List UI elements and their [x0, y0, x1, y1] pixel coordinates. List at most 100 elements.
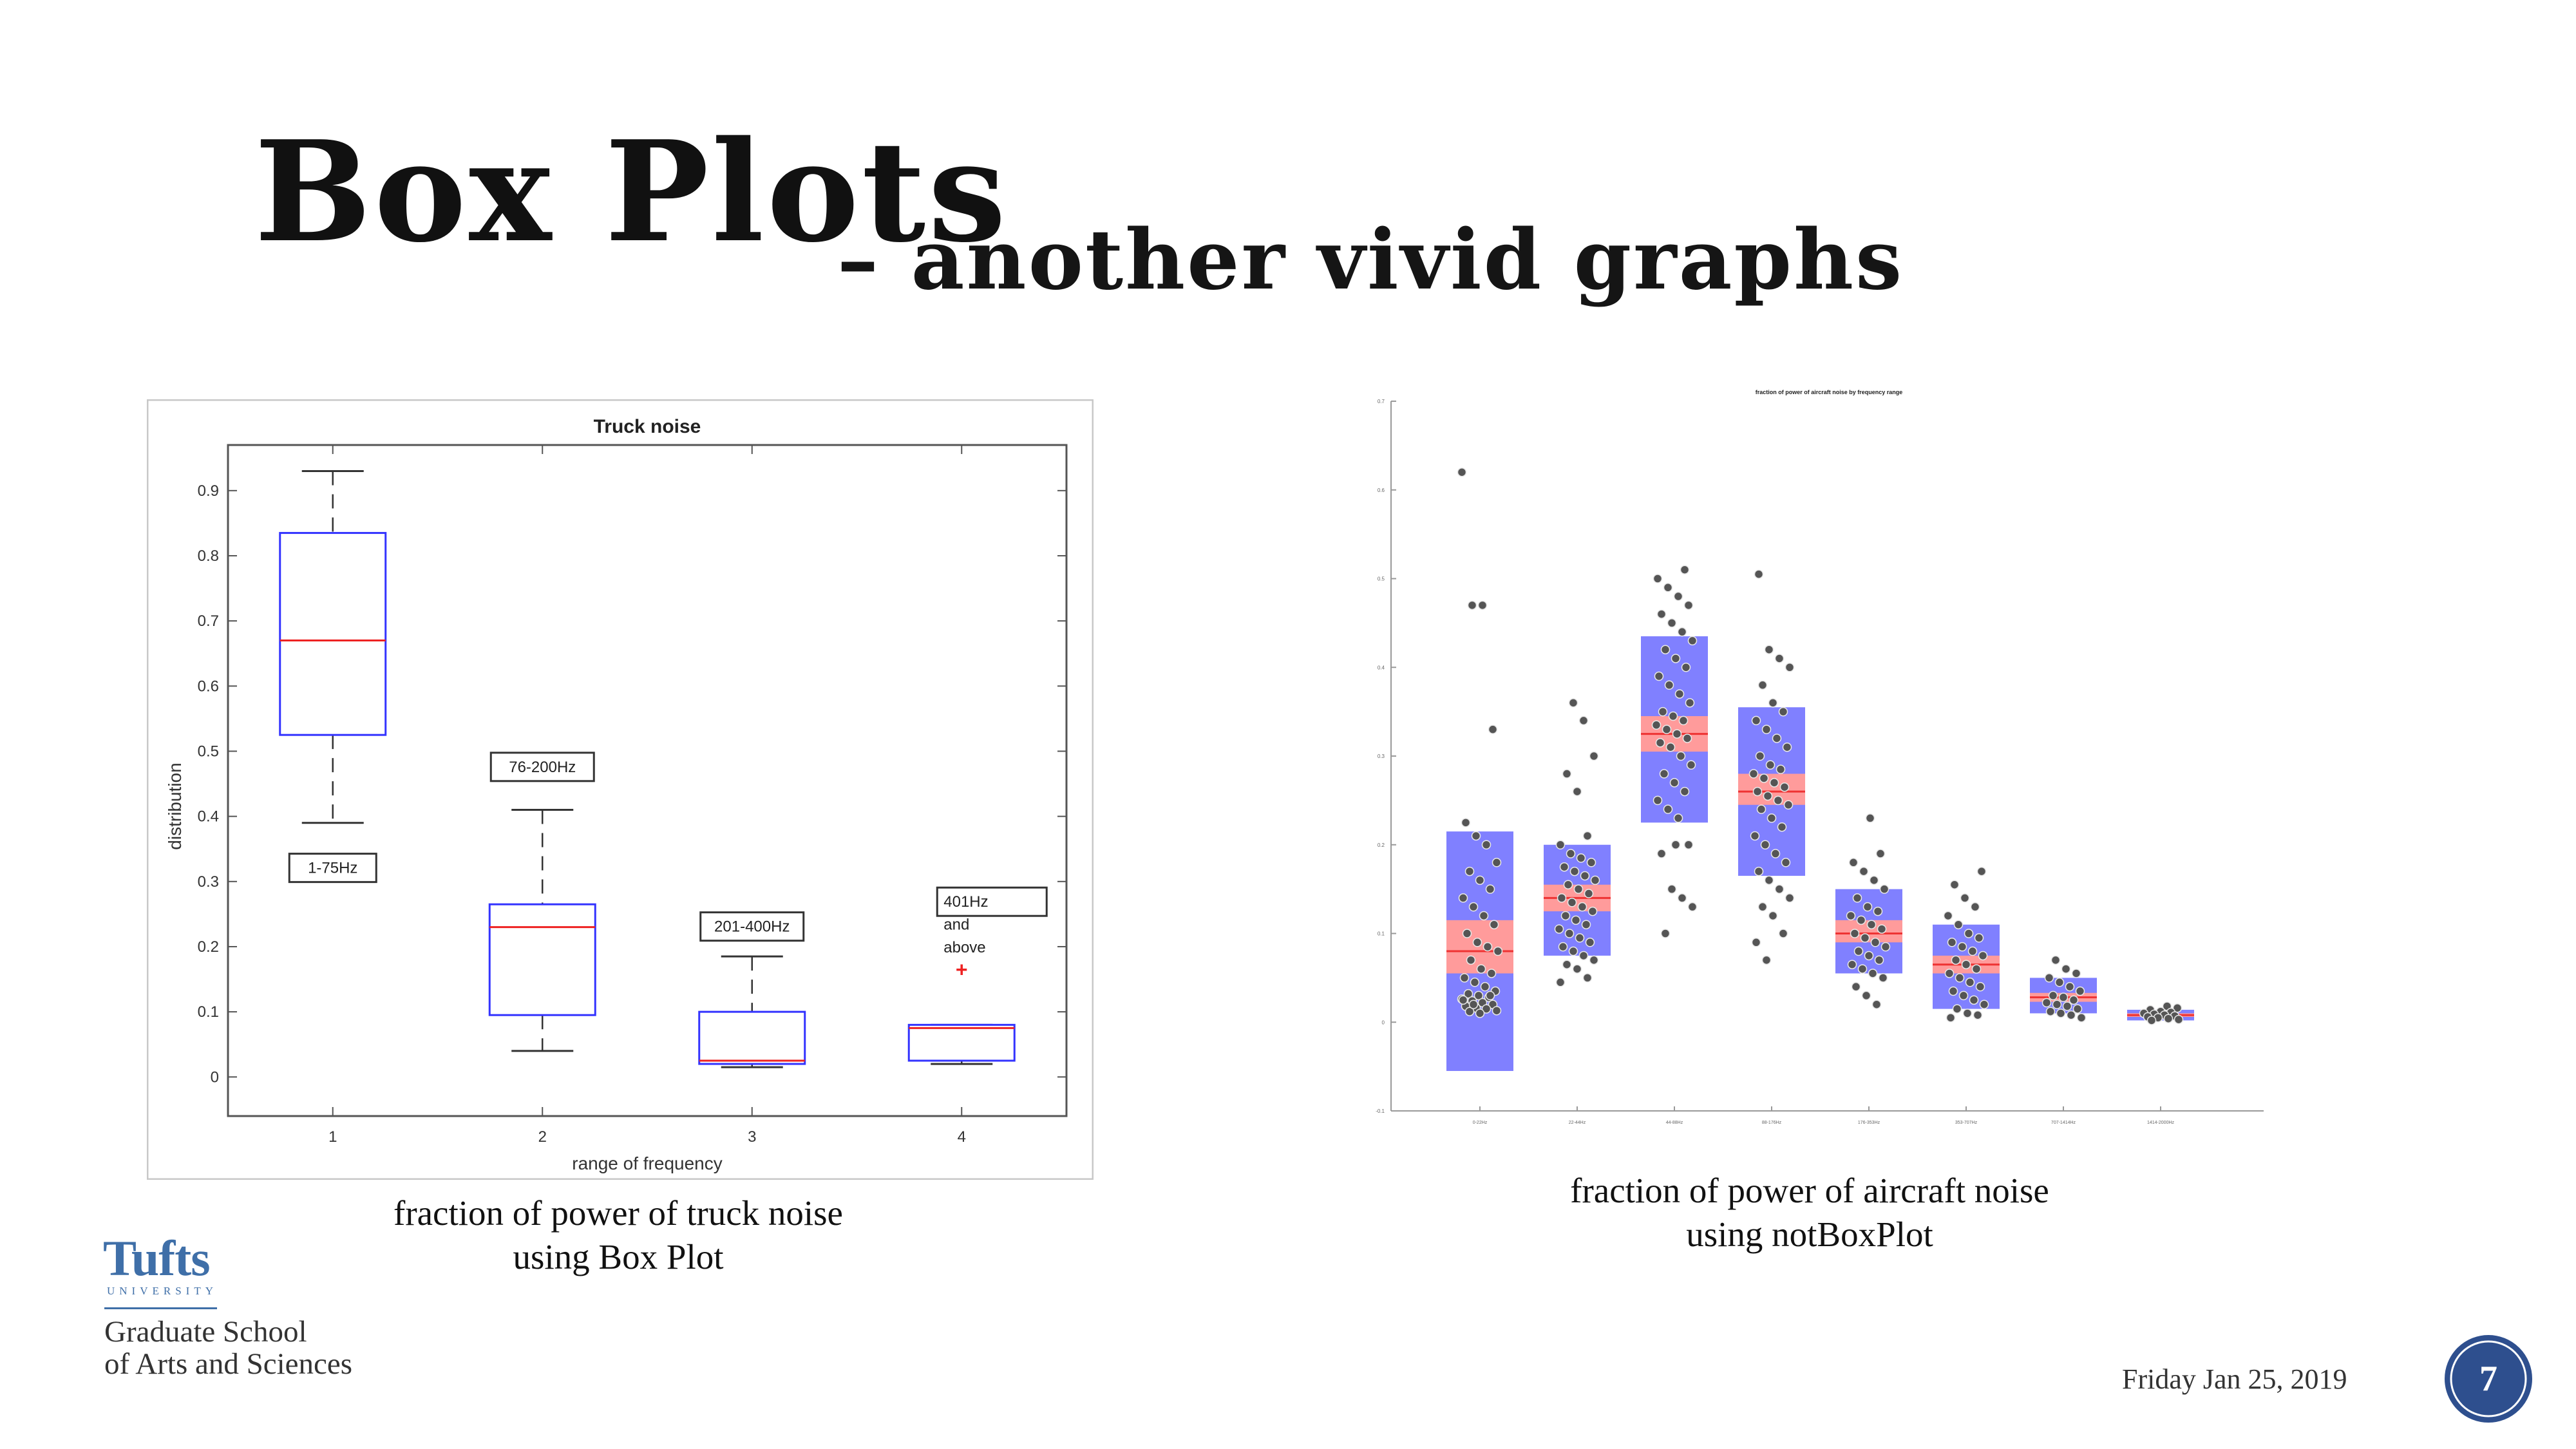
data-point	[1677, 627, 1687, 637]
data-point	[1783, 800, 1794, 810]
data-point	[1764, 875, 1774, 886]
data-point	[1458, 995, 1468, 1005]
data-point	[1777, 822, 1787, 832]
data-point	[1481, 840, 1492, 849]
data-point	[1773, 795, 1783, 806]
x-tick-label: 707-1414Hz	[2051, 1121, 2076, 1125]
data-point	[1590, 875, 1600, 886]
data-point	[1668, 711, 1678, 721]
data-point	[1671, 654, 1681, 663]
data-point	[2050, 955, 2061, 965]
data-point	[1765, 760, 1776, 770]
data-point	[1848, 858, 1859, 867]
footer-date: Friday Jan 25, 2019	[2122, 1363, 2347, 1395]
y-tick-label: 0.6	[1378, 488, 1385, 493]
data-point	[1754, 866, 1764, 876]
data-point	[2062, 1001, 2072, 1011]
data-point	[1680, 565, 1690, 574]
y-tick-label: 0.6	[198, 677, 219, 695]
data-point	[1958, 990, 1969, 1001]
page-number: 7	[2479, 1359, 2497, 1399]
data-point	[1971, 964, 1982, 974]
data-point	[1464, 1007, 1475, 1016]
data-point	[1685, 698, 1695, 708]
data-point	[1659, 769, 1669, 779]
data-point	[1578, 715, 1589, 726]
data-point	[1554, 924, 1564, 934]
data-point	[1857, 964, 1868, 974]
data-point	[1463, 989, 1473, 999]
data-point	[1778, 929, 1788, 938]
x-tick-label: 353-707Hz	[1955, 1121, 1978, 1125]
annotation-box	[936, 886, 1048, 917]
data-point	[1874, 955, 1884, 965]
data-point	[1850, 929, 1860, 938]
data-point	[1763, 791, 1773, 801]
y-tick-label: 0.3	[1378, 753, 1385, 759]
school-name: Graduate School of Arts and Sciences	[104, 1316, 352, 1380]
data-point	[1575, 933, 1585, 943]
data-point	[1476, 964, 1486, 974]
data-point	[2076, 1013, 2087, 1023]
data-point	[1751, 715, 1761, 726]
annotation-label: 401Hz	[943, 893, 988, 911]
data-point	[1947, 938, 1957, 947]
data-point	[1757, 902, 1768, 912]
page-number-badge: 7	[2443, 1333, 2534, 1425]
y-tick-label: 0.4	[1378, 665, 1385, 670]
x-tick-label: 2	[538, 1128, 547, 1146]
data-point	[1957, 942, 1967, 952]
data-point	[2066, 1010, 2076, 1020]
data-point	[1492, 1006, 1502, 1016]
slide-title: Box Plots	[254, 110, 1009, 273]
data-point	[1462, 929, 1472, 938]
data-point	[1562, 960, 1572, 969]
data-point	[1475, 875, 1485, 886]
x-tick-label: 1414-2000Hz	[2147, 1121, 2175, 1125]
y-tick-label: 0.8	[198, 547, 219, 565]
data-point	[1464, 866, 1475, 876]
data-point	[1664, 680, 1674, 690]
data-point	[2061, 964, 2071, 974]
data-point	[1653, 574, 1663, 583]
data-point	[1673, 591, 1683, 601]
data-point	[1673, 813, 1683, 823]
data-point	[1961, 960, 1971, 969]
data-point	[1489, 920, 1499, 929]
data-point	[1847, 960, 1857, 969]
data-point	[1457, 467, 1467, 477]
data-point	[1485, 990, 1495, 1001]
data-point	[2146, 1016, 2157, 1025]
data-point	[1674, 689, 1685, 699]
data-point	[2075, 986, 2085, 996]
data-point	[1473, 990, 1484, 1001]
data-point	[1860, 933, 1870, 943]
data-point	[1757, 680, 1768, 690]
data-point	[2048, 990, 2058, 1001]
annotation-label: 76-200Hz	[509, 759, 576, 776]
data-point	[1656, 609, 1667, 619]
data-point	[1769, 778, 1779, 788]
truck-noise-chart: Truck noise 0 0.1 0.2 0.3 0.4 0.5 0.6 0.7 0.8 0.9 1…	[146, 399, 1094, 1182]
data-point	[2174, 1014, 2184, 1025]
data-point	[1488, 724, 1498, 734]
data-point	[1774, 884, 1785, 894]
x-tick-label: 22-44Hz	[1569, 1121, 1586, 1125]
logo-university: UNIVERSITY	[107, 1285, 218, 1297]
data-point	[1667, 618, 1677, 628]
data-point	[1461, 818, 1471, 828]
data-point	[1779, 782, 1790, 792]
y-tick-label: 0.7	[1378, 399, 1385, 404]
annotation-box	[699, 911, 805, 942]
data-point	[1979, 999, 1989, 1009]
data-point	[1492, 858, 1502, 867]
data-point	[1662, 724, 1672, 734]
logo-divider	[104, 1307, 217, 1309]
data-point	[1761, 724, 1772, 734]
tufts-logo: Tufts UNIVERSITY	[103, 1233, 218, 1298]
x-tick-label: 1	[328, 1128, 337, 1146]
y-tick-label: 0.7	[198, 612, 219, 630]
data-point	[1944, 969, 1955, 978]
data-point	[1946, 1013, 1956, 1023]
data-point	[1766, 813, 1777, 823]
